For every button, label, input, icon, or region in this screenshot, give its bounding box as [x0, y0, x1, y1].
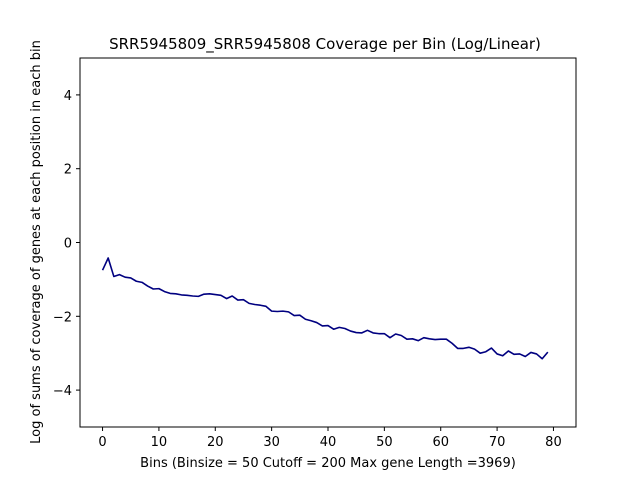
series-line	[101, 257, 549, 360]
y-axis-ticks: −4 −2 0 2 4	[53, 89, 80, 399]
series-layer	[101, 257, 549, 360]
x-tick-label: 80	[545, 435, 562, 450]
y-tick-label: 0	[64, 237, 72, 252]
x-tick-label: 10	[151, 435, 168, 450]
plot-area-frame	[79, 57, 577, 428]
y-tick-label: 2	[64, 163, 72, 178]
x-tick-label: 40	[320, 435, 337, 450]
y-tick-label: 4	[64, 89, 72, 104]
x-axis-ticks: 0 10 20 30 40 50 60 70 80	[98, 427, 562, 450]
x-tick-label: 50	[376, 435, 393, 450]
chart-title: SRR5945809_SRR5945808 Coverage per Bin (…	[109, 35, 541, 54]
x-tick-label: 60	[432, 435, 449, 450]
x-tick-label: 70	[489, 435, 506, 450]
x-tick-label: 20	[207, 435, 224, 450]
x-axis-label: Bins (Binsize = 50 Cutoff = 200 Max gene…	[140, 456, 516, 471]
x-tick-label: 0	[98, 435, 106, 450]
y-tick-label: −2	[53, 310, 72, 325]
y-axis-label: Log of sums of coverage of genes at each…	[29, 40, 44, 444]
y-tick-label: −4	[53, 384, 72, 399]
x-tick-label: 30	[263, 435, 280, 450]
